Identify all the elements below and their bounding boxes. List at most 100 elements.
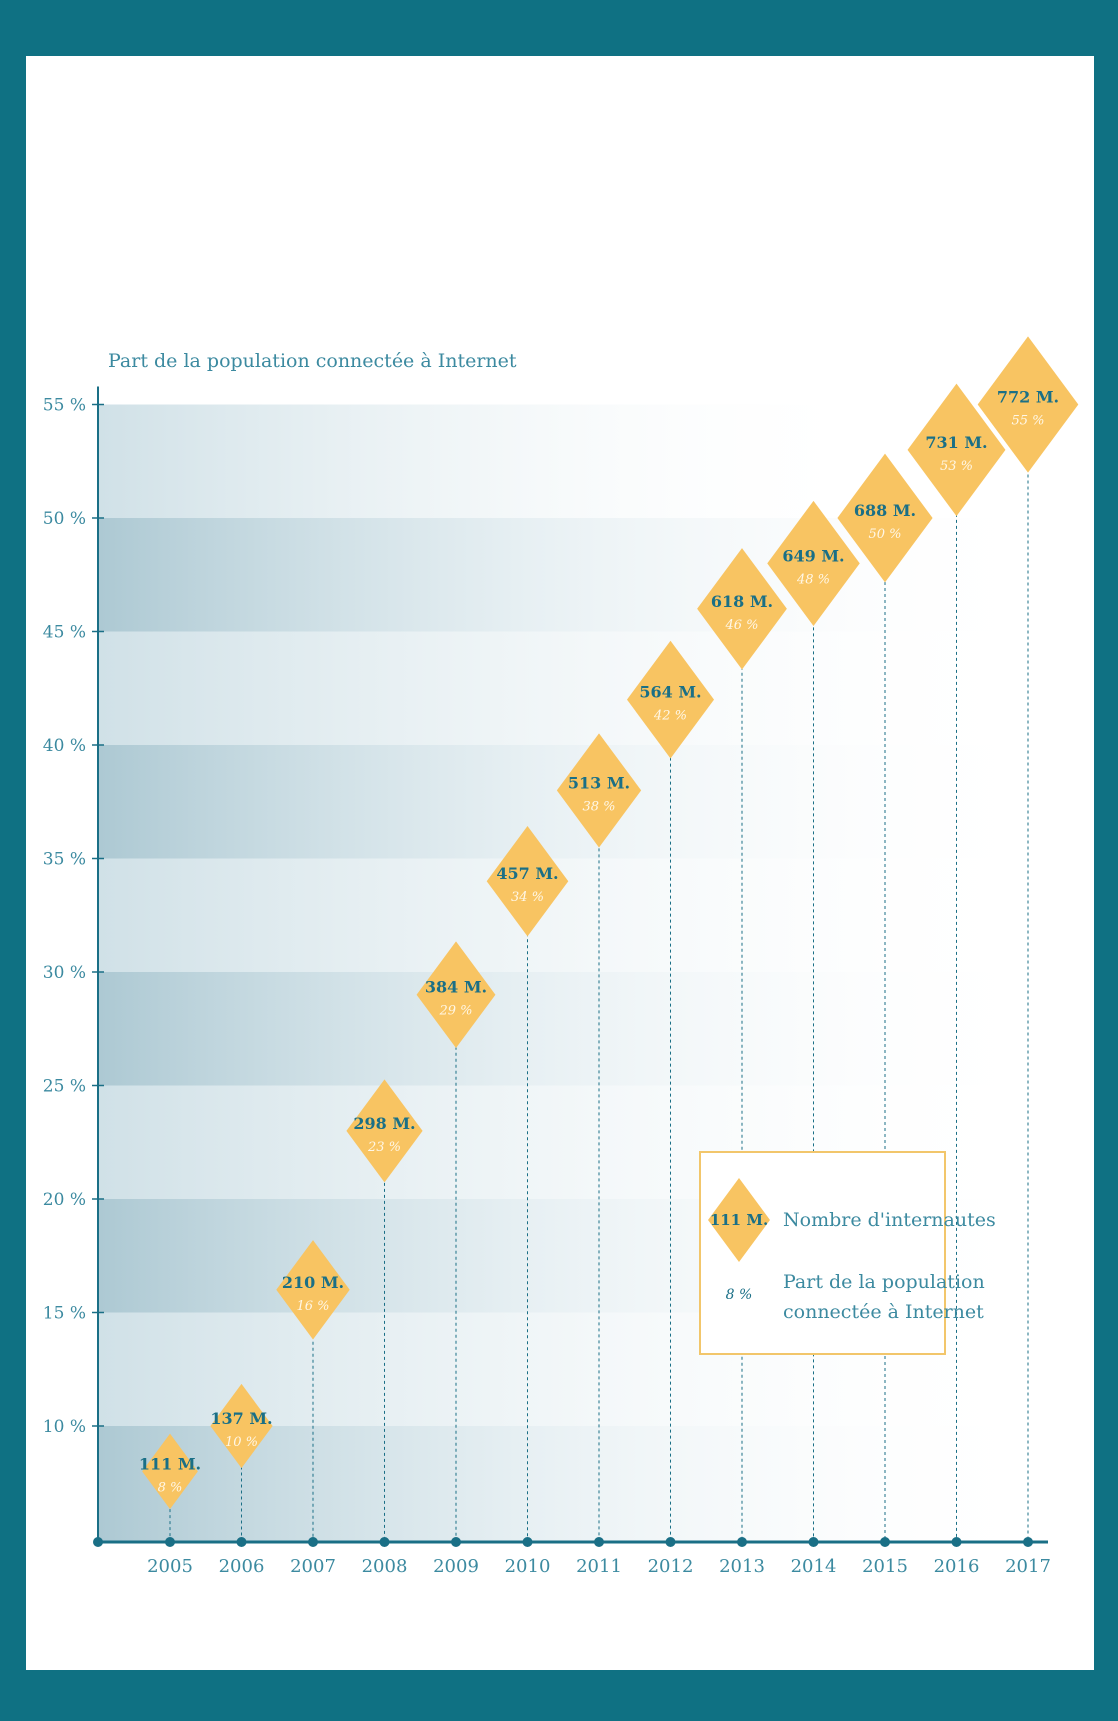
legend-label-share-line2: connectée à Internet	[783, 1301, 984, 1323]
legend-sample-value: 111 M.	[710, 1211, 768, 1229]
x-tick-label: 2017	[1005, 1556, 1051, 1577]
value-label: 731 M.	[925, 433, 987, 452]
x-tick-dot	[165, 1537, 175, 1547]
percent-label: 53 %	[940, 459, 973, 474]
diamond-marker	[767, 500, 860, 626]
value-label: 772 M.	[997, 388, 1059, 407]
x-tick-dot	[665, 1537, 676, 1547]
percent-label: 38 %	[582, 799, 615, 814]
x-tick-label: 2016	[934, 1556, 980, 1577]
data-point-2006: 137 M. 10 %	[210, 1383, 273, 1469]
y-tick-label: 55 %	[43, 396, 86, 416]
data-point-2013: 618 M. 46 %	[697, 548, 787, 670]
chart-frame: Part de la population connectée à Intern…	[26, 56, 1094, 1670]
y-tick-label: 50 %	[43, 509, 86, 529]
percent-label: 55 %	[1011, 414, 1044, 429]
x-tick-dot	[451, 1537, 461, 1547]
y-tick-label: 15 %	[43, 1304, 86, 1324]
y-tick-label: 10 %	[43, 1417, 86, 1437]
x-tick-label: 2013	[719, 1556, 765, 1577]
diamond-marker	[142, 1433, 198, 1510]
legend-sample-percent: 8 %	[726, 1287, 753, 1303]
x-tick-label: 2006	[219, 1556, 265, 1577]
data-point-2014: 649 M. 48 %	[767, 500, 860, 626]
data-point-2007: 210 M. 16 %	[276, 1240, 350, 1340]
value-label: 649 M.	[782, 546, 844, 565]
x-tick-dot	[880, 1537, 890, 1547]
x-tick-label: 2010	[505, 1556, 551, 1577]
x-tick-dot	[522, 1537, 533, 1547]
data-point-2017: 772 M. 55 %	[977, 336, 1079, 473]
value-label: 298 M.	[353, 1114, 415, 1133]
diamond-marker	[907, 383, 1006, 517]
y-axis-title: Part de la population connectée à Intern…	[108, 350, 517, 372]
x-tick-label: 2009	[433, 1556, 479, 1577]
x-tick-dot	[379, 1537, 390, 1547]
percent-label: 50 %	[868, 527, 901, 542]
diamond-marker	[626, 640, 715, 759]
x-axis-origin-dot	[93, 1537, 103, 1547]
x-tick-label: 2015	[862, 1556, 908, 1577]
value-label: 210 M.	[282, 1273, 344, 1292]
percent-label: 34 %	[511, 890, 544, 905]
y-tick-label: 35 %	[43, 850, 86, 870]
x-tick-label: 2014	[791, 1556, 837, 1577]
y-tick-label: 45 %	[43, 623, 86, 643]
value-label: 384 M.	[425, 978, 487, 997]
diamond-marker	[697, 548, 787, 670]
x-tick-label: 2008	[362, 1556, 408, 1577]
background-bands	[98, 404, 1048, 1542]
internet-users-chart: Part de la population connectée à Intern…	[43, 336, 1079, 1577]
percent-label: 46 %	[724, 618, 758, 633]
y-tick-label: 20 %	[43, 1190, 86, 1210]
data-points: 111 M. 8 % 137 M. 10 % 210 M. 16 % 298 M. 23 % 3…	[139, 336, 1079, 1510]
x-tick-dot	[308, 1537, 318, 1547]
diamond-marker	[346, 1079, 423, 1183]
percent-label: 10 %	[225, 1435, 258, 1450]
diamond-marker	[556, 733, 642, 848]
band	[98, 972, 1048, 1086]
x-tick-label: 2007	[290, 1556, 336, 1577]
x-tick-dot	[737, 1537, 747, 1547]
x-tick-dot	[951, 1537, 962, 1547]
value-label: 457 M.	[496, 864, 558, 883]
x-tick-dot	[1023, 1537, 1033, 1547]
percent-label: 16 %	[296, 1299, 329, 1314]
y-tick-label: 25 %	[43, 1077, 86, 1097]
diamond-marker	[276, 1240, 350, 1340]
diamond-marker	[837, 453, 933, 583]
percent-label: 42 %	[653, 709, 687, 724]
y-tick-label: 30 %	[43, 963, 86, 983]
x-axis: 2005 2006 2007 2008 2009 2010 2011 2012 2013 2014…	[93, 1537, 1051, 1577]
value-label: 111 M.	[139, 1454, 201, 1473]
data-point-2015: 688 M. 50 %	[837, 453, 933, 583]
diamond-marker	[977, 336, 1079, 473]
value-label: 688 M.	[854, 501, 916, 520]
percent-label: 8 %	[158, 1480, 183, 1495]
data-point-2011: 513 M. 38 %	[556, 733, 642, 848]
percent-label: 29 %	[438, 1004, 472, 1019]
band	[98, 858, 1048, 972]
data-point-2009: 384 M. 29 %	[416, 941, 496, 1049]
band	[98, 631, 1048, 745]
legend-label-share-line1: Part de la population	[783, 1271, 985, 1293]
band	[98, 404, 878, 518]
legend-label-count: Nombre d'internautes	[783, 1209, 996, 1231]
data-point-2005: 111 M. 8 %	[139, 1433, 201, 1510]
percent-label: 48 %	[796, 572, 830, 587]
legend-diamond-marker	[708, 1178, 770, 1262]
data-point-2016: 731 M. 53 %	[907, 383, 1006, 517]
value-label: 618 M.	[711, 592, 773, 611]
legend: 111 M. Nombre d'internautes 8 % Part de …	[699, 1151, 996, 1355]
y-axis: Part de la population connectée à Intern…	[43, 350, 517, 1542]
data-point-2010: 457 M. 34 %	[486, 826, 569, 937]
value-label: 513 M.	[568, 773, 630, 792]
drop-lines	[169, 450, 1029, 1542]
x-tick-label: 2005	[147, 1556, 193, 1577]
x-tick-dot	[236, 1537, 247, 1547]
diamond-marker	[486, 826, 569, 937]
data-point-2012: 564 M. 42 %	[626, 640, 715, 759]
x-tick-label: 2011	[576, 1556, 622, 1577]
x-tick-dot	[808, 1537, 819, 1547]
data-point-2008: 298 M. 23 %	[346, 1079, 423, 1183]
